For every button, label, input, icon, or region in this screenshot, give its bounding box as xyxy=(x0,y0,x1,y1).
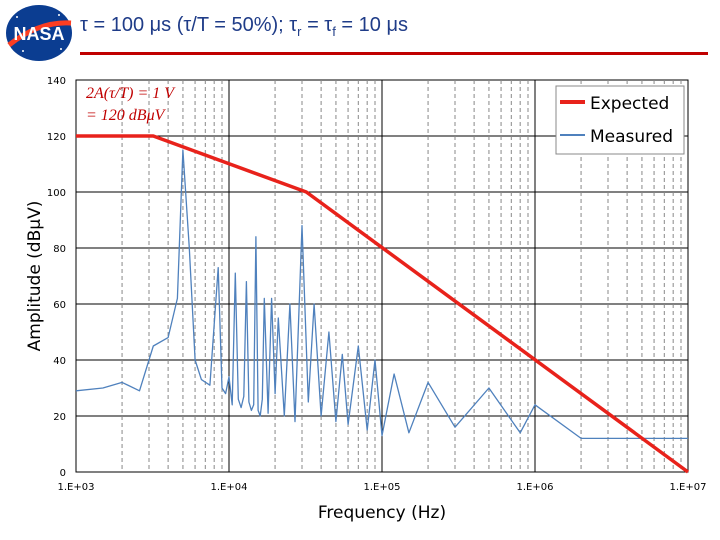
y-tick-label: 0 xyxy=(60,468,66,479)
x-tick-label: 1.E+04 xyxy=(211,482,248,493)
y-tick-label: 60 xyxy=(53,300,66,311)
y-axis-label: Amplitude (dBμV) xyxy=(25,201,45,352)
y-tick-label: 120 xyxy=(47,132,66,143)
y-tick-label: 80 xyxy=(53,244,66,255)
legend-measured-label: Measured xyxy=(590,127,673,147)
y-tick-label: 100 xyxy=(47,188,66,199)
title-sub-f: f xyxy=(332,24,336,39)
y-tick-label: 40 xyxy=(53,356,66,367)
logo-text: NASA xyxy=(13,24,64,44)
series-line-measured xyxy=(75,149,688,440)
title-equals: = τ xyxy=(301,14,333,36)
annotation-amplitude: 2A(τ/T) = 1 V xyxy=(86,85,176,102)
legend-expected-label: Expected xyxy=(590,94,669,114)
title-main: τ = 100 μs (τ/T = 50%); τ xyxy=(80,14,298,36)
x-tick-label: 1.E+05 xyxy=(364,482,401,493)
series-group xyxy=(75,134,690,474)
series-line-expected xyxy=(76,134,690,474)
x-tick-label: 1.E+06 xyxy=(517,482,554,493)
x-tick-label: 1.E+03 xyxy=(58,482,95,493)
legend-box xyxy=(555,85,685,155)
page-title: τ = 100 μs (τ/T = 50%); τr = τf = 10 μs xyxy=(80,14,408,39)
title-rule xyxy=(80,52,708,55)
axes: 0 20 40 60 80 100 120 140 1.E+03 1.E+04 1.E+05 1.E+… xyxy=(47,76,707,493)
x-tick-label: 1.E+07 xyxy=(670,482,707,493)
annotation-dbuv: = 120 dBμV xyxy=(86,107,167,124)
nasa-logo: NASA xyxy=(3,3,75,63)
legend: Expected Measured xyxy=(555,85,685,155)
x-axis-label: Frequency (Hz) xyxy=(318,503,446,523)
title-sub-r: r xyxy=(297,24,302,39)
title-tail: = 10 μs xyxy=(335,14,408,36)
y-tick-label: 140 xyxy=(47,76,66,87)
y-tick-label: 20 xyxy=(53,412,66,423)
